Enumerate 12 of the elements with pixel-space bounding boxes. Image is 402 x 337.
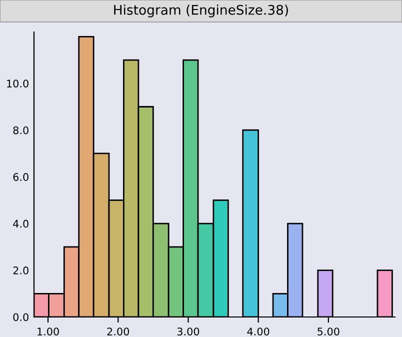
y-tick-label: 10.0 [7,80,28,88]
x-tick-label: 3.00 [177,328,200,336]
y-tick-label: 8.0 [13,126,28,134]
y-tick-label: 6.0 [13,173,28,181]
chart-title: Histogram (EngineSize.38) [114,4,288,18]
x-tick-label: 1.00 [38,328,59,336]
y-tick-label: 2.0 [13,266,28,274]
y-tick-label: 0.0 [13,313,28,322]
x-tick-label: 5.00 [318,328,340,336]
y-tick-label: 4.0 [13,220,28,228]
x-tick-label: 4.00 [247,328,270,336]
x-tick-label: 2.00 [107,328,130,336]
